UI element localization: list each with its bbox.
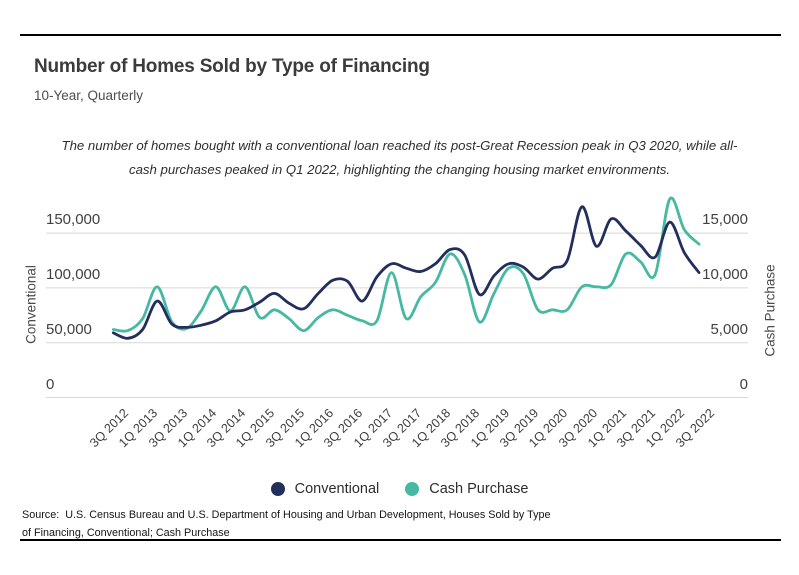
top-rule [20,34,781,36]
legend-label: Conventional [294,481,380,497]
annotation-line-2: cash purchases peaked in Q1 2022, highli… [128,162,671,177]
legend-item-cash-purchase: Cash Purchase [405,481,528,497]
right-axis-tick-label: 5,000 [710,320,748,338]
left-axis-tick-label: 150,000 [46,211,101,229]
page-title: Number of Homes Sold by Type of Financin… [34,56,430,77]
right-axis-tick-label: 0 [739,375,748,393]
left-axis-tick-label: 100,000 [46,265,101,283]
source-line-1: Source: U.S. Census Bureau and U.S. Depa… [22,509,551,521]
left-axis-tick-label: 0 [46,375,55,393]
bottom-rule [20,539,781,541]
legend-label: Cash Purchase [429,481,529,497]
source-line-2: of Financing, Conventional; Cash Purchas… [22,527,230,539]
cash-purchase-legend-dot [405,482,420,496]
legend-item-conventional: Conventional [270,481,380,497]
left-axis-tick-label: 50,000 [46,320,92,338]
annotation-line-1: The number of homes bought with a conven… [61,138,738,153]
chart-legend: Conventional Cash Purchase [0,481,799,497]
conventional-line [111,205,701,340]
cash-purchase-line [111,196,701,333]
conventional-legend-dot [270,482,285,496]
page-subtitle: 10-Year, Quarterly [34,88,144,103]
right-axis-tick-label: 15,000 [702,211,748,229]
chart-annotation: The number of homes bought with a conven… [0,134,799,182]
right-axis-tick-label: 10,000 [702,265,748,283]
